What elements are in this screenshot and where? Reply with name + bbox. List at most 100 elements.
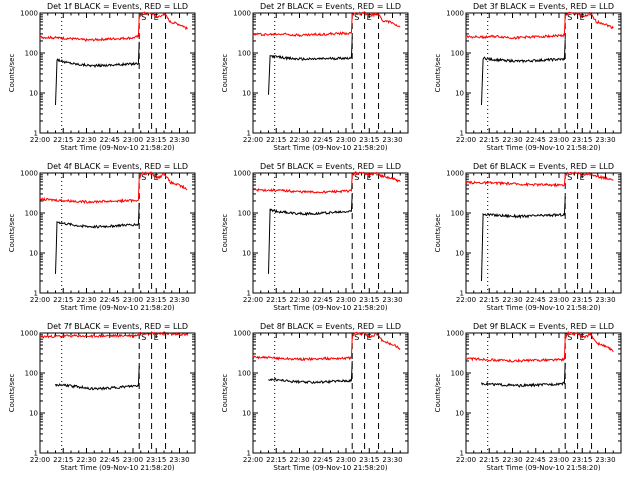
y-axis-title: Counts/sec [434, 214, 442, 253]
time-marker-label: S [141, 173, 146, 182]
y-tick-label: 10 [29, 250, 38, 258]
x-tick-label: 23:30 [595, 136, 615, 144]
panel-det-4: Det 4f BLACK = Events, RED = LLD 1 10 100 10… [8, 162, 196, 312]
x-tick-label: 23:15 [146, 456, 166, 464]
x-tick-label: 23:15 [572, 456, 592, 464]
y-tick-label: 10 [455, 250, 464, 258]
x-tick-label: 23:15 [359, 456, 379, 464]
x-tick-label: 23:00 [123, 136, 143, 144]
y-axis-title: Counts/sec [221, 374, 229, 413]
y-tick-label: 10 [455, 90, 464, 98]
y-tick-label: 1000 [446, 170, 464, 178]
x-tick-label: 22:00 [456, 456, 476, 464]
y-tick-label: 1000 [233, 330, 251, 338]
plot-frame [465, 172, 622, 294]
x-tick-label: 23:30 [382, 456, 402, 464]
plot-frame [252, 332, 409, 454]
events-trace [481, 362, 566, 388]
time-marker-label: S [354, 333, 359, 342]
y-tick-label: 1 [34, 450, 38, 458]
x-tick-label: 22:30 [76, 456, 96, 464]
x-tick-label: 23:15 [359, 136, 379, 144]
events-trace [268, 360, 353, 385]
y-tick-label: 100 [25, 370, 38, 378]
x-tick-label: 22:30 [76, 136, 96, 144]
x-tick-label: 23:15 [146, 296, 166, 304]
time-marker-label: E [580, 333, 585, 342]
time-marker-label: E [154, 173, 159, 182]
x-tick-label: 23:00 [549, 456, 569, 464]
x-tick-label: 22:15 [53, 456, 73, 464]
x-tick-label: 22:45 [313, 296, 333, 304]
plot-frame [39, 332, 196, 454]
panel-title: Det 1f BLACK = Events, RED = LLD [47, 2, 188, 11]
x-tick-label: 22:15 [266, 296, 286, 304]
events-trace [268, 37, 353, 95]
y-tick-label: 100 [238, 370, 251, 378]
panel-title: Det 2f BLACK = Events, RED = LLD [260, 2, 401, 11]
x-tick-label: 22:15 [266, 456, 286, 464]
y-tick-label: 1 [34, 130, 38, 138]
x-tick-label: 22:30 [502, 296, 522, 304]
x-tick-label: 23:30 [595, 456, 615, 464]
panel-det-6: Det 6f BLACK = Events, RED = LLD 1 10 100 10… [434, 162, 622, 312]
x-tick-label: 22:15 [479, 456, 499, 464]
x-tick-label: 22:00 [456, 296, 476, 304]
y-axis-title: Counts/sec [221, 214, 229, 253]
y-axis-title: Counts/sec [434, 54, 442, 93]
lld-trace [252, 11, 401, 37]
time-marker-label: S [141, 13, 146, 22]
x-tick-label: 22:45 [100, 296, 120, 304]
time-marker-label: E [367, 333, 372, 342]
panel-title: Det 9f BLACK = Events, RED = LLD [473, 322, 614, 331]
x-tick-label: 23:00 [336, 296, 356, 304]
x-tick-label: 22:45 [313, 456, 333, 464]
time-marker-label: S [567, 333, 572, 342]
y-tick-label: 1000 [233, 10, 251, 18]
x-tick-label: 22:45 [526, 296, 546, 304]
x-tick-label: 22:30 [289, 296, 309, 304]
x-tick-label: 22:15 [266, 136, 286, 144]
y-tick-label: 1 [460, 130, 464, 138]
y-tick-label: 100 [451, 210, 464, 218]
y-tick-label: 1000 [20, 330, 38, 338]
time-marker-label: E [580, 173, 585, 182]
x-axis-title: Start Time (09-Nov-10 21:58:20) [60, 304, 174, 312]
x-axis-title: Start Time (09-Nov-10 21:58:20) [273, 304, 387, 312]
x-axis-title: Start Time (09-Nov-10 21:58:20) [273, 144, 387, 152]
x-tick-label: 23:00 [336, 456, 356, 464]
y-tick-label: 1000 [446, 330, 464, 338]
events-trace [481, 39, 566, 106]
panel-title: Det 7f BLACK = Events, RED = LLD [47, 322, 188, 331]
lld-trace [252, 171, 401, 194]
y-axis-title: Counts/sec [8, 374, 16, 413]
x-tick-label: 22:30 [502, 456, 522, 464]
x-tick-label: 22:45 [100, 136, 120, 144]
time-marker-label: E [154, 13, 159, 22]
x-tick-label: 22:15 [53, 136, 73, 144]
time-marker-label: S [141, 333, 146, 342]
x-tick-label: 22:00 [243, 296, 263, 304]
y-tick-label: 1000 [446, 10, 464, 18]
lld-trace [252, 331, 401, 362]
panel-det-8: Det 8f BLACK = Events, RED = LLD 1 10 100 10… [221, 322, 409, 472]
x-tick-label: 22:00 [30, 136, 50, 144]
plot-frame [465, 332, 622, 454]
x-tick-label: 22:15 [479, 136, 499, 144]
plot-frame [252, 12, 409, 134]
y-tick-label: 1 [34, 290, 38, 298]
y-tick-label: 1 [247, 450, 251, 458]
y-tick-label: 100 [25, 210, 38, 218]
x-tick-label: 22:00 [30, 456, 50, 464]
panel-det-9: Det 9f BLACK = Events, RED = LLD 1 10 100 10… [434, 322, 622, 472]
x-tick-label: 22:45 [100, 456, 120, 464]
events-trace [481, 197, 566, 282]
y-tick-label: 1 [460, 290, 464, 298]
events-trace [55, 202, 140, 274]
time-marker-label: E [367, 173, 372, 182]
y-tick-label: 10 [455, 410, 464, 418]
y-tick-label: 100 [238, 210, 251, 218]
x-tick-label: 23:30 [595, 296, 615, 304]
time-marker-label: E [367, 13, 372, 22]
